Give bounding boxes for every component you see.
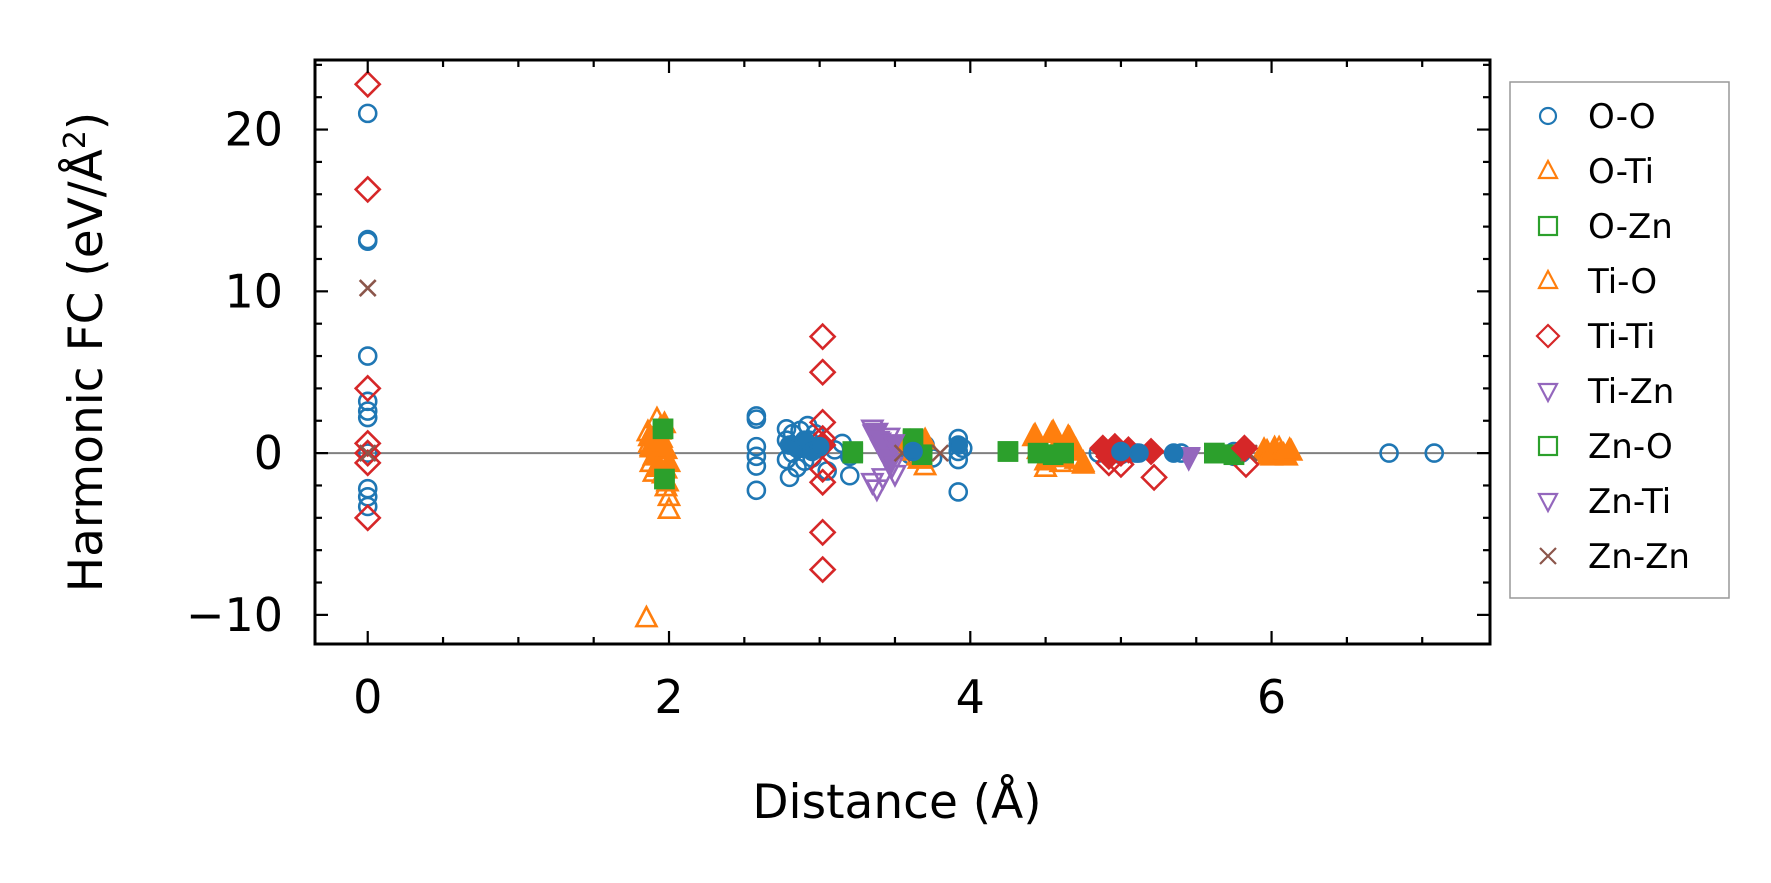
point-zn-ti <box>881 434 906 458</box>
point-o-ti <box>656 495 682 520</box>
legend-marker-ti-o <box>1537 268 1559 290</box>
point-o-o <box>357 346 378 366</box>
point-zn-o <box>1053 442 1074 464</box>
point-ti-o <box>1279 437 1304 461</box>
point-ti-ti <box>808 518 837 547</box>
legend: O-O O-Ti O-Zn Ti-O Ti-Ti Ti-Zn Zn-O Zn-Ti Zn-Zn <box>1509 81 1730 599</box>
point-ti-ti-filled- <box>1230 434 1259 463</box>
point-o-o-filled- <box>1163 443 1184 463</box>
tick-labels: 0 2 4 6 −10 0 10 20 <box>186 103 1286 724</box>
legend-label: O-Zn <box>1588 207 1673 247</box>
point-ti-ti <box>353 374 382 403</box>
point-ti-ti <box>353 439 382 467</box>
legend-label: Ti-Ti <box>1587 317 1656 357</box>
legend-marker-o-o <box>1538 106 1558 126</box>
point-o-o <box>948 482 969 502</box>
axis-ticks <box>315 60 1490 644</box>
legend-label: O-Ti <box>1588 152 1654 192</box>
y-axis-title-main: Harmonic FC (eV/Å <box>59 149 114 592</box>
point-ti-ti <box>808 555 837 584</box>
y-axis-title: Harmonic FC (eV/Å2) <box>58 112 114 592</box>
x-tick-label: 4 <box>956 670 985 724</box>
plot-frame <box>313 58 1492 646</box>
point-ti-zn <box>864 479 890 503</box>
point-ti-o <box>1071 449 1096 473</box>
y-axis-title-close: ) <box>59 112 114 130</box>
legend-marker-o-ti <box>1537 158 1559 180</box>
point-o-o <box>357 231 378 251</box>
y-tick-label: 0 <box>254 426 283 480</box>
legend-marker-zn-zn <box>1539 547 1557 565</box>
point-o-o <box>839 465 860 486</box>
point-o-o <box>357 496 378 517</box>
point-o-o-filled- <box>1129 443 1149 463</box>
legend-label: Zn-O <box>1588 427 1673 467</box>
point-o-o <box>357 443 378 463</box>
y-axis-title-superscript: 2 <box>58 130 93 149</box>
point-ti-ti <box>808 455 837 484</box>
plot-area-border <box>313 58 1492 646</box>
legend-label: O-O <box>1588 97 1656 137</box>
point-o-o <box>357 103 378 124</box>
point-o-o <box>1424 443 1445 463</box>
point-zn-o <box>842 442 864 464</box>
point-o-o-filled- <box>1111 441 1131 462</box>
point-zn-o <box>652 418 674 440</box>
point-ti-ti <box>1140 463 1168 492</box>
point-o-o-filled- <box>948 435 969 455</box>
point-o-o-filled- <box>809 436 830 457</box>
y-tick-label: 20 <box>224 103 283 157</box>
point-o-o <box>746 480 767 501</box>
y-tick-label: −10 <box>186 588 283 642</box>
legend-marker-ti-zn <box>1537 382 1559 404</box>
point-o-o-filled- <box>903 441 923 462</box>
point-zn-o <box>997 441 1019 462</box>
x-axis-title: Distance (Å) <box>752 775 1041 830</box>
point-o-o <box>746 456 767 476</box>
legend-box <box>1509 81 1730 599</box>
x-tick-label: 2 <box>654 670 683 724</box>
legend-label: Ti-Zn <box>1587 372 1674 412</box>
point-ti-ti <box>353 175 382 204</box>
point-ti-ti <box>353 70 382 99</box>
point-o-o <box>746 409 767 429</box>
point-o-o <box>746 436 767 457</box>
point-ti-ti <box>808 468 837 497</box>
data-marks <box>353 70 1445 628</box>
point-zn-ti <box>1176 447 1201 471</box>
point-ti-ti <box>353 429 382 458</box>
legend-label: Ti-O <box>1587 262 1657 302</box>
point-zn-zn <box>358 279 377 298</box>
point-ti-ti <box>353 503 382 532</box>
point-o-ti <box>634 604 659 628</box>
y-tick-label: 10 <box>224 264 283 318</box>
point-zn-zn <box>358 444 377 463</box>
point-o-o <box>357 407 378 428</box>
legend-label: Zn-Zn <box>1588 537 1690 577</box>
legend-marker-ti-ti <box>1535 323 1561 349</box>
point-zn-o <box>1204 442 1225 464</box>
legend-marker-zn-ti <box>1537 492 1559 514</box>
point-o-o <box>1379 443 1399 463</box>
point-ti-zn <box>870 468 896 492</box>
point-zn-o <box>654 468 675 490</box>
point-zn-zn <box>931 444 950 463</box>
legend-marker-zn-o <box>1537 435 1559 457</box>
point-o-o <box>746 446 767 467</box>
point-o-o <box>357 401 378 421</box>
x-tick-label: 0 <box>353 670 382 724</box>
point-o-ti <box>656 482 682 507</box>
x-tick-label: 6 <box>1257 670 1286 724</box>
legend-label: Zn-Ti <box>1588 482 1671 522</box>
legend-marker-o-zn <box>1537 215 1559 237</box>
point-ti-ti <box>808 322 837 351</box>
point-ti-ti <box>808 358 837 387</box>
